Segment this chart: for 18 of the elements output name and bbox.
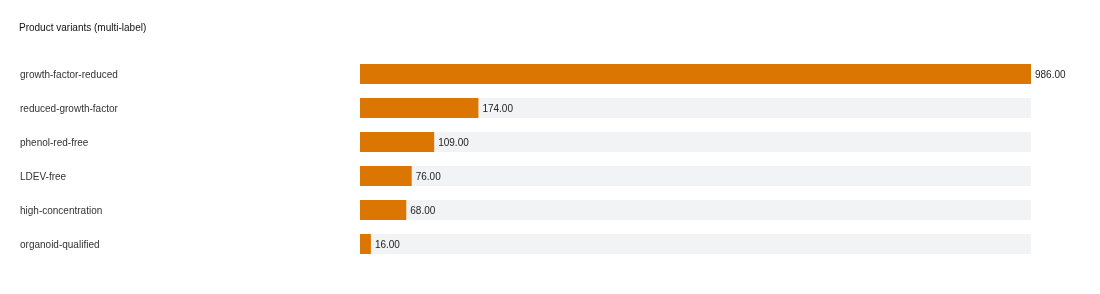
text: Product variants (multi-label): [19, 21, 147, 33]
bar: [360, 234, 371, 254]
data-label: 174.00: [482, 102, 514, 114]
data-label: 16.00: [374, 238, 401, 250]
bar: [360, 200, 407, 220]
y-tick-label: organoid-qualified: [20, 238, 100, 250]
y-tick-label: LDEV-free: [20, 170, 67, 182]
y-tick-label: phenol-red-free: [20, 136, 89, 148]
data-label: 109.00: [438, 136, 470, 148]
y-tick-label: high-concentration: [20, 204, 103, 216]
bar: [360, 132, 435, 152]
data-label: 76.00: [415, 170, 442, 182]
bar: [360, 98, 479, 118]
y-tick-label: reduced-growth-factor: [20, 102, 119, 114]
bar: [360, 166, 412, 186]
y-tick-label: growth-factor-reduced: [20, 68, 118, 80]
data-label: 986.00: [1035, 68, 1067, 80]
data-label: 68.00: [410, 204, 436, 216]
